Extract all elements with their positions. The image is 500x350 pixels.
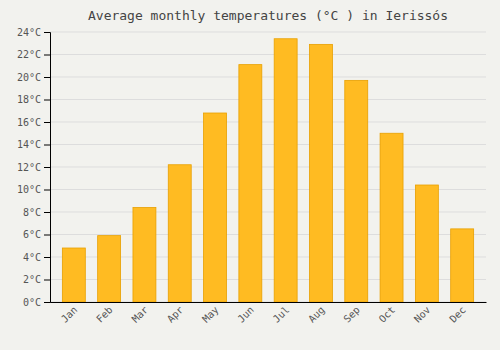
title: Average monthly temperatures (°C ) in Ie… xyxy=(88,8,448,23)
tick-label: Oct xyxy=(377,304,398,325)
grid-line xyxy=(50,99,486,100)
axis-line xyxy=(44,33,51,303)
tick-label: 0°C xyxy=(23,297,41,308)
tick: 22°C xyxy=(17,49,50,60)
grid-line xyxy=(50,77,486,78)
bar xyxy=(380,133,403,302)
grid-line xyxy=(50,122,486,123)
tick: 16°C xyxy=(17,117,50,128)
grid-line xyxy=(50,167,486,168)
tick-mark xyxy=(44,302,50,303)
tick: Feb xyxy=(94,304,115,325)
tick: 2°C xyxy=(23,274,50,285)
y-axis: 0°C 2°C 4°C 6°C 8°C 10°C 12°C 14°C 16°C 18°C 20°C 2… xyxy=(17,27,51,308)
tick-mark xyxy=(44,212,50,213)
tick: Jul xyxy=(271,304,292,325)
tick: Dec xyxy=(447,304,468,325)
tick: 12°C xyxy=(17,162,50,173)
tick-label: 2°C xyxy=(23,274,41,285)
tick-mark xyxy=(44,77,50,78)
tick-label: 14°C xyxy=(17,139,41,150)
tick-label: 12°C xyxy=(17,162,41,173)
tick: 0°C xyxy=(23,297,50,308)
bar xyxy=(345,80,368,302)
tick-label: 22°C xyxy=(17,49,41,60)
tick: 4°C xyxy=(23,252,50,263)
tick: 24°C xyxy=(17,27,50,38)
tick-label: 4°C xyxy=(23,252,41,263)
grid-line xyxy=(50,54,486,55)
tick-label: Jun xyxy=(235,304,256,325)
tick: Nov xyxy=(412,304,433,325)
tick-mark xyxy=(44,190,50,191)
tick-mark xyxy=(44,280,50,281)
chart: 0°C 2°C 4°C 6°C 8°C 10°C 12°C 14°C 16°C 18°C 20°C 2… xyxy=(0,0,500,350)
tick-mark xyxy=(44,167,50,168)
tick-label: Nov xyxy=(412,304,433,325)
tick-label: 16°C xyxy=(17,117,41,128)
tick-label: 18°C xyxy=(17,94,41,105)
tick: Jan xyxy=(59,304,80,325)
tick-label: 24°C xyxy=(17,27,41,38)
bars xyxy=(62,39,473,302)
tick-label: 20°C xyxy=(17,72,41,83)
tick-label: 8°C xyxy=(23,207,41,218)
tick-mark xyxy=(44,55,50,56)
tick-label: Mar xyxy=(130,304,151,325)
tick-label: Feb xyxy=(94,304,115,325)
tick: Apr xyxy=(165,304,186,325)
tick: 10°C xyxy=(17,184,50,195)
grid-line xyxy=(50,32,486,33)
tick-label: 10°C xyxy=(17,184,41,195)
tick-label: Aug xyxy=(306,304,327,325)
tick-label: Dec xyxy=(447,304,468,325)
tick: Jun xyxy=(235,304,256,325)
tick: 14°C xyxy=(17,139,50,150)
tick-mark xyxy=(44,32,50,33)
tick: 20°C xyxy=(17,72,50,83)
tick: 18°C xyxy=(17,94,50,105)
bar xyxy=(239,65,262,302)
tick: Oct xyxy=(377,304,398,325)
x-axis: Jan Feb Mar Apr May Jun Jul Aug Sep Oct Nov Dec xyxy=(51,303,487,325)
axis-line xyxy=(51,302,487,303)
tick-label: 6°C xyxy=(23,229,41,240)
grid xyxy=(50,32,486,302)
tick: Aug xyxy=(306,304,327,325)
tick: Sep xyxy=(341,304,362,325)
tick-label: Sep xyxy=(341,304,362,325)
tick-mark xyxy=(44,235,50,236)
tick: 8°C xyxy=(23,207,50,218)
tick-label: May xyxy=(200,304,221,325)
bar xyxy=(62,248,85,302)
tick: May xyxy=(200,304,221,325)
plot: 0°C 2°C 4°C 6°C 8°C 10°C 12°C 14°C 16°C 18°C 20°C 2… xyxy=(17,27,487,325)
bar xyxy=(451,229,474,302)
tick-mark xyxy=(44,100,50,101)
bar xyxy=(274,39,297,302)
bar xyxy=(98,236,121,302)
tick-mark xyxy=(44,122,50,123)
tick: 6°C xyxy=(23,229,50,240)
tick-label: Apr xyxy=(165,304,186,325)
tick-mark xyxy=(44,257,50,258)
tick-mark xyxy=(44,145,50,146)
tick-label: Jan xyxy=(59,304,80,325)
tick-label: Jul xyxy=(271,304,292,325)
bar xyxy=(133,208,156,303)
bar xyxy=(168,165,191,302)
grid-line xyxy=(50,144,486,145)
tick: Mar xyxy=(130,304,151,325)
bar xyxy=(204,113,227,302)
bar xyxy=(309,44,332,302)
bar xyxy=(415,185,438,302)
